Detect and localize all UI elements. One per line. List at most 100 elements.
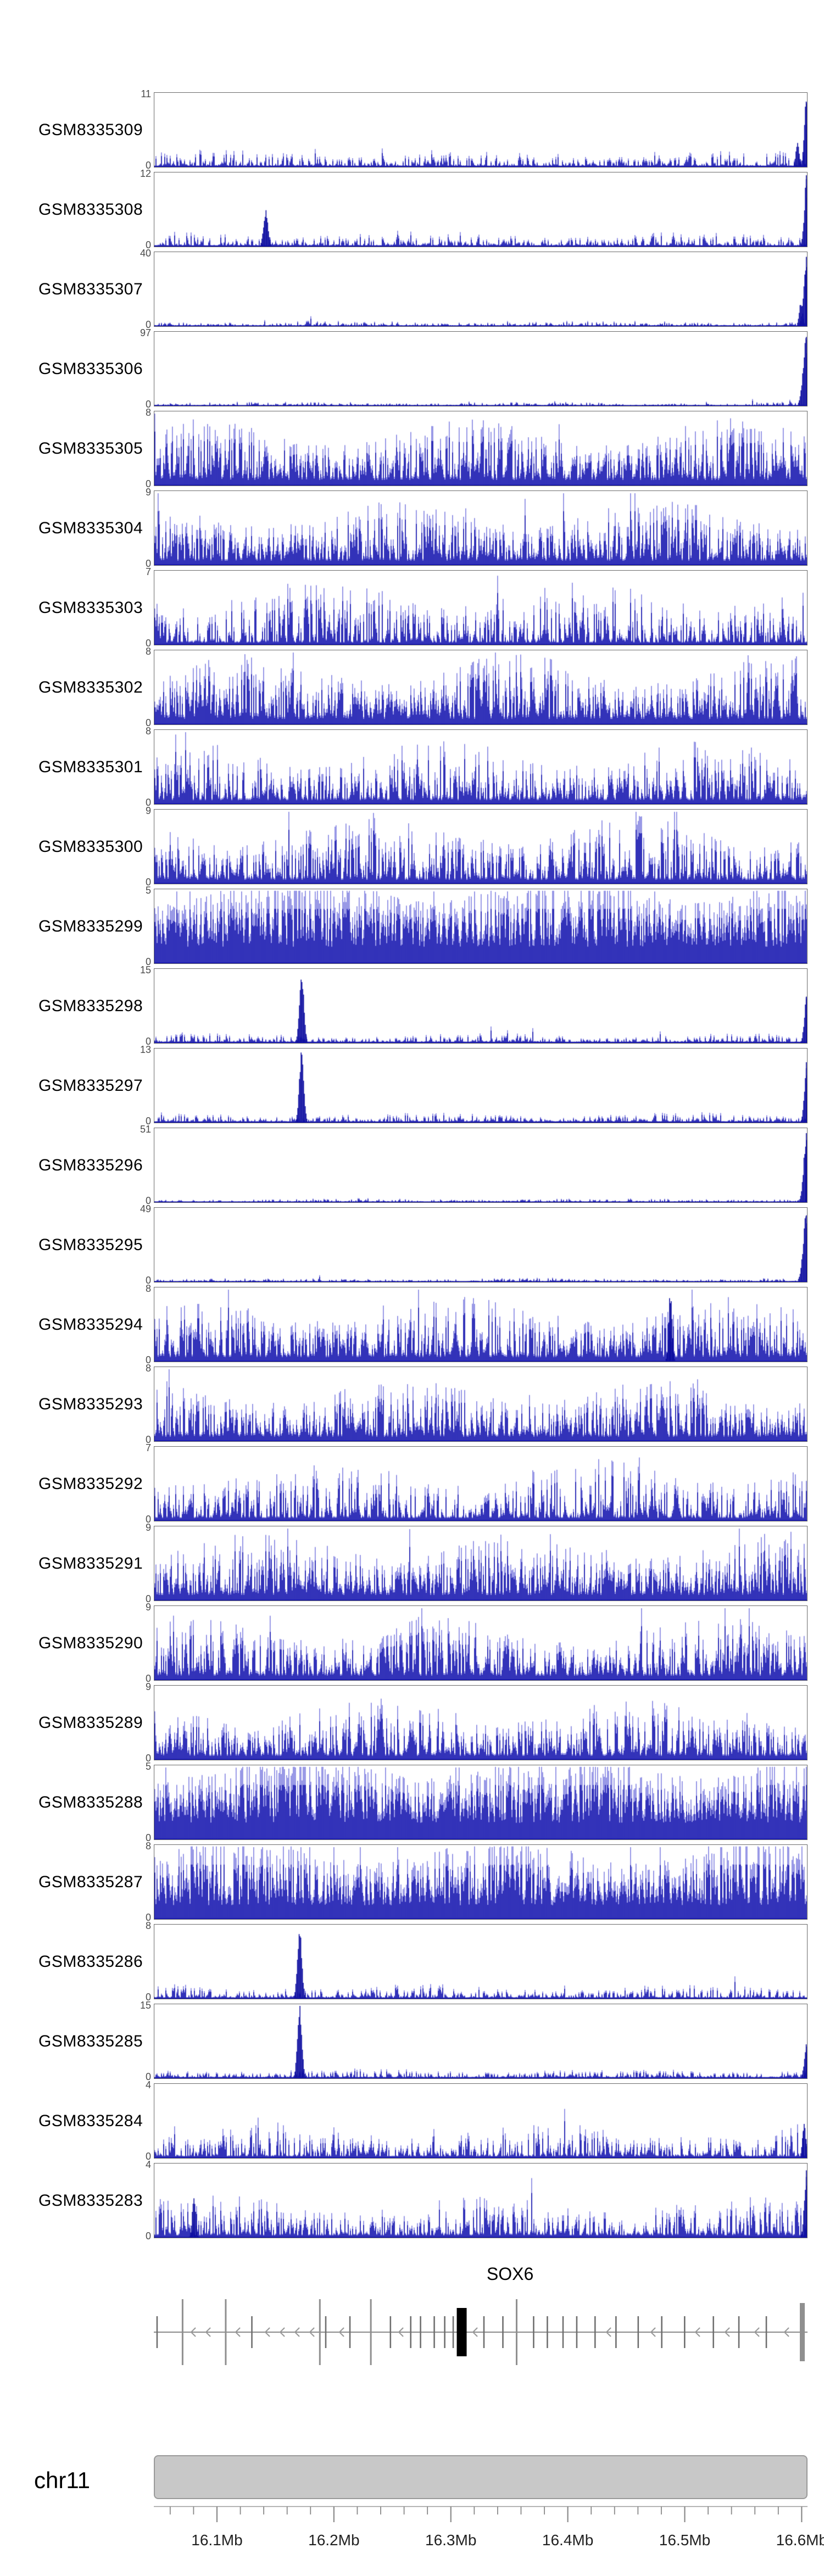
coverage-canvas: [154, 1925, 807, 1999]
track-row: GSM8335298 15 0: [0, 964, 808, 1047]
track-label: GSM8335285: [38, 2032, 143, 2050]
coverage-canvas: [154, 1526, 807, 1601]
track-row: GSM8335308 12 0: [0, 168, 808, 250]
track-row: GSM8335287 8 0: [0, 1841, 808, 1923]
coverage-canvas: [154, 2004, 807, 2078]
strand-arrow-icon: [724, 2327, 730, 2337]
track-label: GSM8335303: [38, 598, 143, 617]
y-axis-zero-label: 0: [145, 717, 151, 728]
coverage-plot: 12 0: [140, 168, 808, 250]
y-axis-max-label: 9: [145, 1522, 151, 1533]
track-row: GSM8335292 7 0: [0, 1442, 808, 1525]
strand-arrow-icon: [783, 2327, 789, 2337]
track-row: GSM8335285 15 0: [0, 2000, 808, 2082]
ruler-tick-label: 16.5Mb: [659, 2532, 710, 2549]
y-axis-zero-label: 0: [145, 1832, 151, 1843]
coverage-plot: 15 0: [140, 2000, 808, 2082]
track-label: GSM8335289: [38, 1713, 143, 1732]
y-axis-max-label: 8: [145, 726, 151, 737]
track-label: GSM8335291: [38, 1554, 143, 1573]
track-label: GSM8335292: [38, 1474, 143, 1493]
y-axis-max-label: 8: [145, 1283, 151, 1294]
track-row: GSM8335291 9 0: [0, 1522, 808, 1604]
coverage-canvas: [154, 1606, 807, 1680]
y-axis-max-label: 9: [145, 805, 151, 816]
coverage-canvas: [154, 1845, 807, 1919]
track-label: GSM8335300: [38, 837, 143, 856]
coverage-plot: 15 0: [140, 964, 808, 1047]
y-axis-max-label: 11: [141, 88, 151, 99]
coverage-canvas: [154, 969, 807, 1043]
gene-name-label: SOX6: [486, 2264, 534, 2284]
coverage-canvas: [154, 332, 807, 406]
y-axis-max-label: 49: [140, 1203, 151, 1214]
chromosome-ideogram: [154, 2455, 808, 2499]
gene-model: [154, 2299, 808, 2365]
strand-arrow-icon: [294, 2327, 300, 2337]
track-row: GSM8335305 8 0: [0, 407, 808, 489]
track-label: GSM8335306: [38, 359, 143, 378]
y-axis-max-label: 8: [145, 1920, 151, 1931]
track-row: GSM8335284 4 0: [0, 2079, 808, 2162]
track-row: GSM8335303 7 0: [0, 566, 808, 649]
y-axis-zero-label: 0: [145, 638, 151, 649]
track-row: GSM8335295 49 0: [0, 1203, 808, 1286]
y-axis-zero-label: 0: [145, 1912, 151, 1923]
y-axis-max-label: 9: [145, 487, 151, 498]
y-axis-zero-label: 0: [145, 1992, 151, 2003]
y-axis-max-label: 5: [145, 885, 151, 896]
track-row: GSM8335296 51 0: [0, 1124, 808, 1206]
edge-exon: [799, 2303, 805, 2361]
y-axis-max-label: 7: [145, 1442, 151, 1453]
coverage-canvas: [154, 2084, 807, 2158]
coverage-plot: 40 0: [140, 248, 808, 330]
track-label: GSM8335287: [38, 1872, 143, 1891]
y-axis-max-label: 8: [145, 1363, 151, 1374]
track-row: GSM8335301 8 0: [0, 726, 808, 808]
coverage-canvas: [154, 1686, 807, 1760]
track-row: GSM8335293 8 0: [0, 1363, 808, 1445]
y-axis-max-label: 51: [140, 1124, 151, 1135]
y-axis-zero-label: 0: [145, 558, 151, 569]
coverage-plot: 51 0: [140, 1124, 808, 1206]
track-label: GSM8335293: [38, 1395, 143, 1413]
track-label: GSM8335288: [38, 1793, 143, 1811]
coordinate-ruler: 16.1Mb 16.2Mb 16.3Mb 16.4Mb 16.5Mb 16.6Mb: [154, 2506, 824, 2549]
y-axis-zero-label: 0: [145, 160, 151, 171]
y-axis-zero-label: 0: [145, 797, 151, 808]
coverage-canvas: [154, 1208, 807, 1282]
track-label: GSM8335299: [38, 917, 143, 935]
track-row: GSM8335300 9 0: [0, 805, 808, 888]
track-row: GSM8335306 97 0: [0, 327, 808, 410]
track-label: GSM8335284: [38, 2111, 143, 2130]
y-axis-max-label: 40: [140, 248, 151, 259]
coverage-plot: 13 0: [140, 1044, 808, 1127]
track-label: GSM8335309: [38, 120, 143, 139]
y-axis-zero-label: 0: [145, 2231, 151, 2242]
strand-arrow-icon: [309, 2327, 315, 2337]
strand-arrow-icon: [190, 2327, 196, 2337]
coverage-canvas: [154, 650, 807, 724]
coverage-canvas: [154, 889, 807, 963]
track-row: GSM8335289 9 0: [0, 1681, 808, 1764]
coverage-plot: 49 0: [140, 1203, 808, 1286]
track-label: GSM8335290: [38, 1633, 143, 1652]
y-axis-zero-label: 0: [145, 1434, 151, 1445]
track-label: GSM8335294: [38, 1315, 143, 1334]
y-axis-zero-label: 0: [145, 2151, 151, 2162]
coverage-canvas: [154, 730, 807, 804]
y-axis-zero-label: 0: [145, 1593, 151, 1604]
coverage-canvas: [154, 1447, 807, 1521]
y-axis-max-label: 12: [140, 168, 151, 179]
